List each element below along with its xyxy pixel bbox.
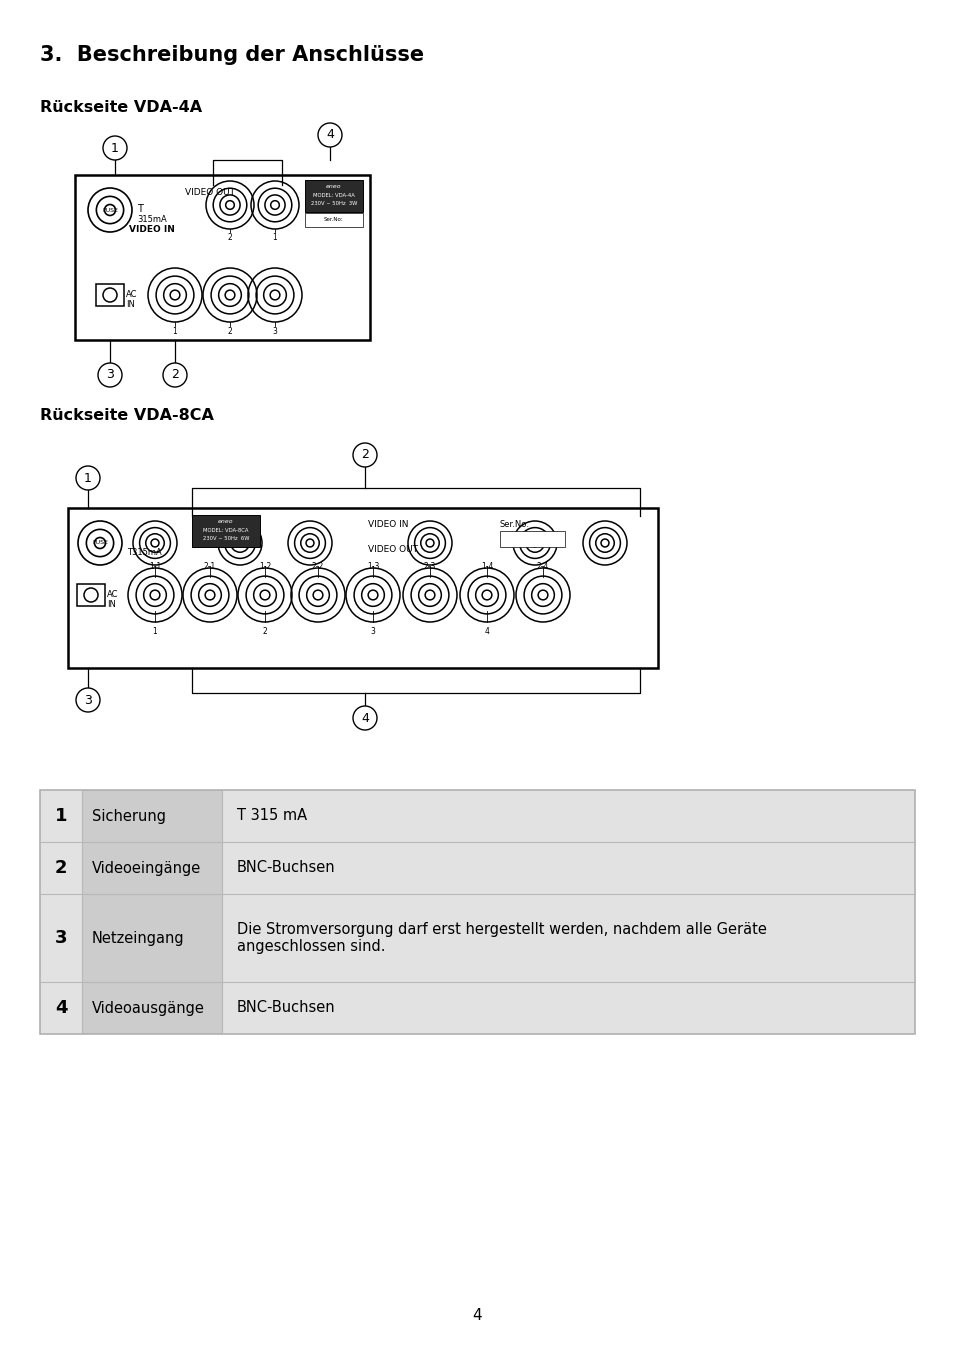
Bar xyxy=(40,790,914,1034)
Text: 2: 2 xyxy=(262,627,267,635)
Text: eneo: eneo xyxy=(218,519,233,525)
Text: 315mA: 315mA xyxy=(137,215,167,224)
Circle shape xyxy=(317,123,341,147)
Bar xyxy=(96,284,124,306)
Bar xyxy=(40,790,914,842)
Text: FUSE: FUSE xyxy=(102,207,118,212)
Text: 1: 1 xyxy=(111,142,119,154)
Bar xyxy=(68,508,658,668)
Text: angeschlossen sind.: angeschlossen sind. xyxy=(236,940,385,955)
Text: 2: 2 xyxy=(228,327,233,337)
Text: 3.  Beschreibung der Anschlüsse: 3. Beschreibung der Anschlüsse xyxy=(40,45,424,65)
Text: 2-4: 2-4 xyxy=(537,562,549,571)
Text: 2-2: 2-2 xyxy=(312,562,324,571)
Text: 4: 4 xyxy=(54,999,67,1017)
Text: FUSE: FUSE xyxy=(92,541,108,545)
Bar xyxy=(82,982,222,1034)
Text: AC: AC xyxy=(107,589,118,599)
Text: 1-1: 1-1 xyxy=(149,562,161,571)
Text: 1-3: 1-3 xyxy=(366,562,378,571)
Text: 1-4: 1-4 xyxy=(480,562,493,571)
Text: 2: 2 xyxy=(54,859,67,877)
Text: 1: 1 xyxy=(172,327,177,337)
Text: 1: 1 xyxy=(54,807,67,825)
Text: 3: 3 xyxy=(273,327,277,337)
Circle shape xyxy=(353,706,376,730)
Text: 3: 3 xyxy=(370,627,375,635)
Text: Videoausgänge: Videoausgänge xyxy=(91,1000,205,1015)
Text: VIDEO OUT: VIDEO OUT xyxy=(185,188,234,197)
Bar xyxy=(75,174,370,339)
Text: 230V ~ 50Hz  6W: 230V ~ 50Hz 6W xyxy=(203,535,249,541)
Bar xyxy=(40,982,914,1034)
Text: T315mA: T315mA xyxy=(127,548,162,557)
Text: 1: 1 xyxy=(84,472,91,484)
Text: 1: 1 xyxy=(152,627,157,635)
Bar xyxy=(77,584,105,606)
Circle shape xyxy=(76,688,100,713)
Text: 3: 3 xyxy=(106,369,113,381)
Text: IN: IN xyxy=(126,300,134,310)
Bar xyxy=(82,894,222,982)
Circle shape xyxy=(98,362,122,387)
Bar xyxy=(499,531,564,548)
Text: 4: 4 xyxy=(472,1307,481,1322)
Text: VIDEO IN: VIDEO IN xyxy=(368,521,408,529)
Text: Videoeingänge: Videoeingänge xyxy=(91,860,201,876)
Text: Die Stromversorgung darf erst hergestellt werden, nachdem alle Geräte: Die Stromversorgung darf erst hergestell… xyxy=(236,922,766,937)
Text: Rückseite VDA-4A: Rückseite VDA-4A xyxy=(40,100,202,115)
Circle shape xyxy=(163,362,187,387)
Text: MODEL: VDA-4A: MODEL: VDA-4A xyxy=(313,193,355,197)
Text: Rückseite VDA-8CA: Rückseite VDA-8CA xyxy=(40,408,213,423)
Text: 3: 3 xyxy=(84,694,91,707)
Bar xyxy=(305,214,363,227)
Text: 2: 2 xyxy=(171,369,179,381)
Text: Netzeingang: Netzeingang xyxy=(91,930,185,945)
Text: 2-3: 2-3 xyxy=(423,562,436,571)
Text: T: T xyxy=(137,204,143,214)
Circle shape xyxy=(353,443,376,466)
Text: 4: 4 xyxy=(360,711,369,725)
Text: 4: 4 xyxy=(484,627,489,635)
Circle shape xyxy=(103,137,127,160)
Text: Ser.No:: Ser.No: xyxy=(499,521,530,529)
Text: Ser.No:: Ser.No: xyxy=(324,218,343,222)
Text: 4: 4 xyxy=(326,128,334,142)
Text: 1-2: 1-2 xyxy=(258,562,271,571)
Bar xyxy=(82,842,222,894)
Text: VIDEO OUT: VIDEO OUT xyxy=(368,545,417,554)
Circle shape xyxy=(76,466,100,489)
Text: Sicherung: Sicherung xyxy=(91,808,166,823)
Text: BNC-Buchsen: BNC-Buchsen xyxy=(236,1000,335,1015)
Text: 2-1: 2-1 xyxy=(204,562,216,571)
Text: 230V ~ 50Hz  3W: 230V ~ 50Hz 3W xyxy=(311,201,356,206)
Text: 2: 2 xyxy=(360,449,369,461)
Bar xyxy=(40,894,914,982)
Text: T 315 mA: T 315 mA xyxy=(236,808,307,823)
Text: AC: AC xyxy=(126,289,137,299)
Text: BNC-Buchsen: BNC-Buchsen xyxy=(236,860,335,876)
Text: IN: IN xyxy=(107,600,115,608)
Bar xyxy=(82,790,222,842)
Text: MODEL: VDA-8CA: MODEL: VDA-8CA xyxy=(203,529,249,533)
Text: VIDEO IN: VIDEO IN xyxy=(129,224,174,234)
Text: eneo: eneo xyxy=(326,184,341,189)
Bar xyxy=(305,180,363,212)
Text: 2: 2 xyxy=(228,233,233,242)
Bar xyxy=(192,515,260,548)
Text: 3: 3 xyxy=(54,929,67,946)
Text: 1: 1 xyxy=(273,233,277,242)
Bar xyxy=(40,842,914,894)
